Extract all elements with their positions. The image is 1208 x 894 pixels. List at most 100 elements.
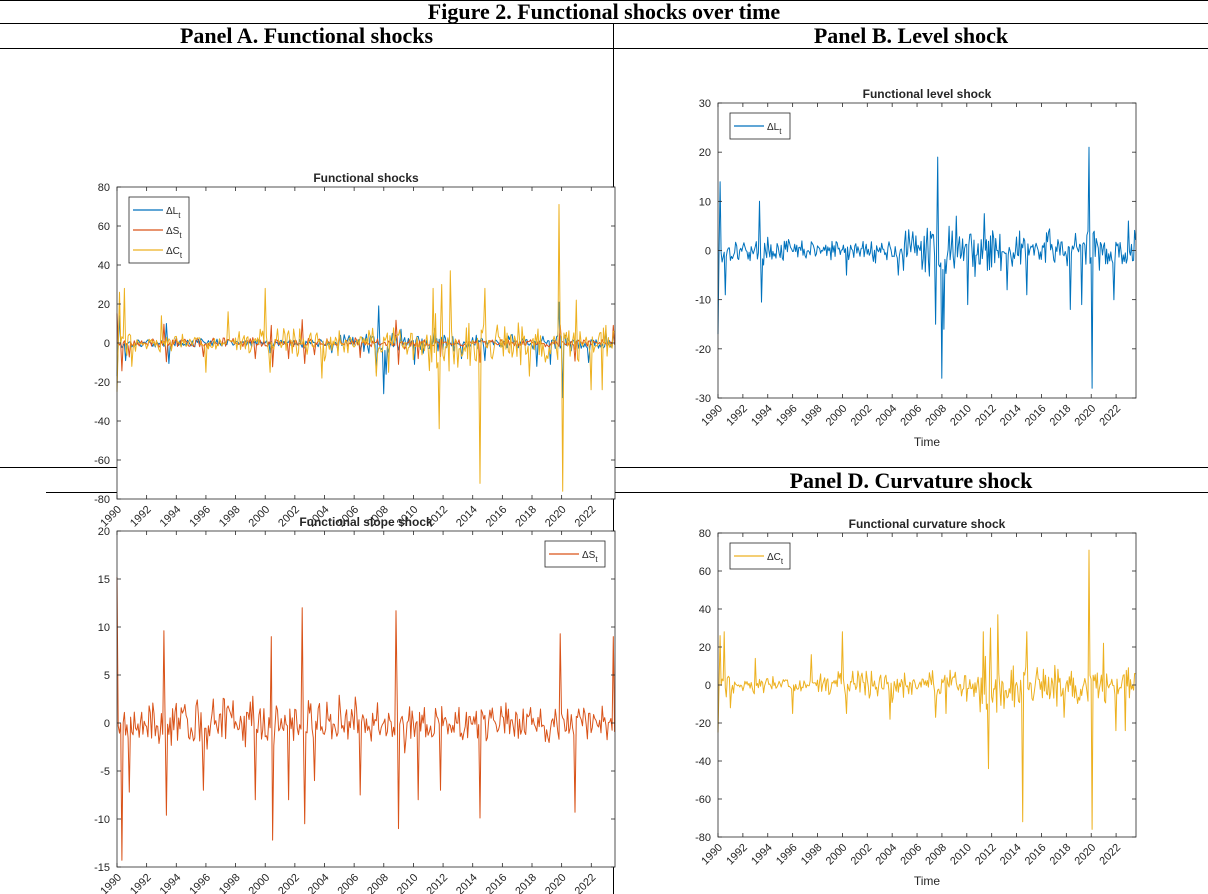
x-tick-label: 1996 <box>774 403 800 429</box>
x-tick-label: 2008 <box>365 872 391 894</box>
x-tick-label: 2020 <box>543 872 569 894</box>
x-tick-label: 2022 <box>1097 403 1123 429</box>
legend: ΔLt ΔSt ΔCt <box>128 196 190 264</box>
panel-a-title: Panel A. Functional shocks <box>179 23 434 48</box>
y-tick-label: -20 <box>695 718 711 730</box>
chart-title: Functional slope shock <box>299 515 433 529</box>
y-tick-label: 40 <box>98 260 110 272</box>
x-tick-label: 1992 <box>128 872 154 894</box>
y-tick-label: 80 <box>98 182 110 194</box>
x-tick-label: 2012 <box>424 872 450 894</box>
plot-area <box>117 531 615 867</box>
x-tick-label: 2014 <box>998 403 1024 429</box>
rule-below-panel-ab-titles <box>0 48 1208 49</box>
x-tick-label: 2018 <box>1048 403 1074 429</box>
legend: ΔSt <box>544 540 606 568</box>
x-tick-label: 1990 <box>98 872 124 894</box>
legend-entry-subscript: t <box>781 557 784 566</box>
x-tick-label: 1994 <box>158 872 184 894</box>
x-tick-label: 1998 <box>217 872 243 894</box>
y-tick-label: -40 <box>695 756 711 768</box>
legend-entry-L: ΔLt <box>767 122 782 136</box>
y-tick-label: 0 <box>104 338 110 350</box>
y-tick-label: 60 <box>699 566 711 578</box>
x-tick-label: 2010 <box>948 842 974 868</box>
y-tick-label: 0 <box>104 718 110 730</box>
y-tick-label: -20 <box>94 377 110 389</box>
y-tick-label: -20 <box>695 344 711 356</box>
chart-functional-shocks: Functional shocks-80-60-40-2002040608019… <box>94 171 616 550</box>
y-tick-label: 10 <box>699 196 711 208</box>
legend-entry-subscript: t <box>595 555 598 564</box>
x-tick-label: 2018 <box>513 872 539 894</box>
legend-entry-L: ΔLt <box>166 206 181 220</box>
x-tick-label: 1992 <box>724 403 750 429</box>
x-tick-label: 1994 <box>749 403 775 429</box>
x-tick-label: 1990 <box>699 403 725 429</box>
y-tick-label: 5 <box>104 670 110 682</box>
y-tick-label: -15 <box>94 862 110 874</box>
rule-below-panel-cd-titles <box>46 492 1208 493</box>
legend-entry-C: ΔCt <box>767 552 784 566</box>
x-tick-label: 2016 <box>1023 403 1049 429</box>
legend-entry-subscript: t <box>179 231 182 240</box>
y-tick-label: -30 <box>695 393 711 405</box>
y-tick-label: 20 <box>98 526 110 538</box>
legend-entry-C: ΔCt <box>166 246 183 260</box>
y-tick-label: -10 <box>695 295 711 307</box>
x-tick-label: 2018 <box>1048 842 1074 868</box>
series-line-S <box>116 577 616 861</box>
y-tick-label: -60 <box>695 794 711 806</box>
x-tick-label: 2022 <box>573 872 599 894</box>
x-tick-label: 1992 <box>724 842 750 868</box>
x-tick-label: 2012 <box>973 842 999 868</box>
x-tick-label: 2016 <box>484 872 510 894</box>
chart-functional-curvature-shock: Functional curvature shock -80 -60 -40 -20 0 2… <box>695 517 1137 888</box>
y-tick-label: -60 <box>94 455 110 467</box>
legend-entry-S: ΔSt <box>166 226 182 240</box>
chart-functional-slope-shock: Functional slope shock -15 -10 -5 0 5 10 15 20 19… <box>94 515 616 894</box>
x-tick-label: 2006 <box>335 872 361 894</box>
x-tick-label: 2006 <box>898 842 924 868</box>
x-tick-label: 1996 <box>774 842 800 868</box>
chart-title: Functional level shock <box>863 87 992 101</box>
x-tick-label: 2002 <box>849 403 875 429</box>
x-tick-label: 2022 <box>1097 842 1123 868</box>
y-tick-label: -10 <box>94 814 110 826</box>
rule-top <box>0 0 1208 1</box>
y-tick-label: 0 <box>705 680 711 692</box>
legend: ΔCt <box>729 542 791 570</box>
x-axis-label: Time <box>914 435 941 449</box>
legend-entry-subscript: t <box>180 251 183 260</box>
y-tick-label: 60 <box>98 221 110 233</box>
x-tick-label: 2004 <box>306 872 332 894</box>
x-tick-label: 1998 <box>799 403 825 429</box>
rule-below-figtitle <box>0 23 1208 24</box>
series-line-L <box>717 146 1137 389</box>
y-tick-label: 30 <box>699 98 711 110</box>
x-tick-label: 2014 <box>998 842 1024 868</box>
chart-functional-level-shock: Functional level shock -30 -20 -10 0 10 20 30 19… <box>695 87 1137 449</box>
legend-entry-subscript: t <box>178 211 181 220</box>
x-tick-label: 2010 <box>395 872 421 894</box>
x-tick-label: 2014 <box>454 872 480 894</box>
y-tick-label: 10 <box>98 622 110 634</box>
y-tick-label: 15 <box>98 574 110 586</box>
y-tick-label: 40 <box>699 604 711 616</box>
x-tick-label: 2004 <box>873 842 899 868</box>
x-tick-label: 2010 <box>948 403 974 429</box>
x-tick-label: 2020 <box>1073 403 1099 429</box>
legend-entry-S: ΔSt <box>582 550 598 564</box>
x-tick-label: 2000 <box>247 872 273 894</box>
x-tick-label: 2016 <box>1023 842 1049 868</box>
y-tick-label: -40 <box>94 416 110 428</box>
x-tick-label: 2006 <box>898 403 924 429</box>
x-tick-label: 1996 <box>187 872 213 894</box>
x-tick-label: 2000 <box>824 403 850 429</box>
figure-title: Figure 2. Functional shocks over time <box>427 0 781 24</box>
series-line-C <box>717 549 1136 830</box>
y-tick-label: -80 <box>94 494 110 506</box>
x-tick-label: 2008 <box>923 403 949 429</box>
x-tick-label: 2002 <box>849 842 875 868</box>
panel-b-title: Panel B. Level shock <box>813 23 1009 48</box>
